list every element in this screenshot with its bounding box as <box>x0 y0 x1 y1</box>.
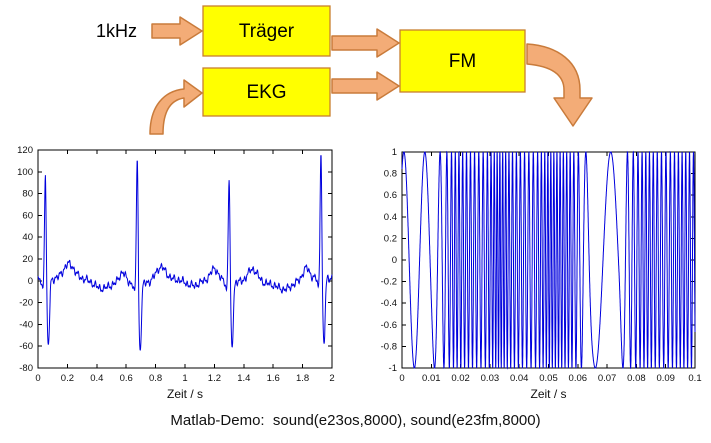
arrow-traeger-to-fm <box>331 28 400 58</box>
box-fm <box>399 29 526 93</box>
x-tick-label: 0.05 <box>539 373 558 384</box>
input-frequency-label: 1kHz <box>96 21 137 41</box>
x-tick-label: 0.03 <box>481 373 500 384</box>
y-tick-label: -80 <box>19 363 33 374</box>
x-tick-label: 0.8 <box>149 373 162 384</box>
arrow-1khz-to-traeger <box>151 16 203 46</box>
caption: Matlab-Demo: sound(e23os,8000), sound(e2… <box>170 412 541 429</box>
y-tick-label: -0.4 <box>381 298 397 309</box>
y-tick-label: -20 <box>19 298 33 309</box>
arrow-ekg-to-fm <box>331 71 400 101</box>
x-tick-label: 0.07 <box>598 373 617 384</box>
x-tick-label: 1.2 <box>208 373 221 384</box>
fm-block-diagram: 1kHz Träger EKG FM <box>96 5 593 135</box>
y-tick-label: -0.2 <box>381 277 397 288</box>
y-tick-label: 0.6 <box>384 190 397 201</box>
x-tick-label: 0.06 <box>569 373 588 384</box>
y-tick-label: -40 <box>19 319 33 330</box>
ekg-plot: 0 0.2 0.4 0.6 0.8 1 1.2 1.4 1.6 1.8 2 -80 -60 -40 -20 0… <box>8 142 338 409</box>
y-tick-label: -1 <box>389 363 397 374</box>
x-tick-label: 1.6 <box>267 373 280 384</box>
box-traeger-label: Träger <box>239 21 295 42</box>
x-tick-label: 0.09 <box>656 373 675 384</box>
box-traeger <box>202 5 331 57</box>
x-tick-label: 0.2 <box>61 373 74 384</box>
x-tick-label: 0 <box>35 373 40 384</box>
x-tick-label: 1 <box>182 373 187 384</box>
y-tick-label: 40 <box>22 232 33 243</box>
fm-plot: 0 0.01 0.02 0.03 0.04 0.05 0.06 0.07 0.08 0.09 0.1… <box>368 142 703 409</box>
y-tick-label: -0.6 <box>381 320 397 331</box>
x-tick-label: 0.04 <box>510 373 529 384</box>
y-tick-label: 100 <box>17 167 33 178</box>
x-tick-label: 0.08 <box>627 373 646 384</box>
ekg-plot-svg: 0 0.2 0.4 0.6 0.8 1 1.2 1.4 1.6 1.8 2 -80 -60 -40 -20 0… <box>17 145 335 401</box>
signal-trace <box>37 155 333 351</box>
plot-frame <box>37 149 333 369</box>
x-tick-label: 0.6 <box>120 373 133 384</box>
box-ekg-label: EKG <box>246 82 286 103</box>
x-tick-label: 2 <box>329 373 334 384</box>
x-axis-label: Zeit / s <box>167 387 203 401</box>
x-tick-label: 0.01 <box>422 373 441 384</box>
x-tick-label: 0.02 <box>451 373 470 384</box>
y-tick-label: 0.4 <box>384 212 397 223</box>
y-tick-label: 20 <box>22 254 33 265</box>
signal-trace <box>401 150 696 370</box>
x-tick-label: 0.4 <box>90 373 103 384</box>
x-tick-label: 0 <box>399 373 404 384</box>
x-tick-label: 0.1 <box>688 373 701 384</box>
y-tick-label: 0 <box>392 255 397 266</box>
x-tick-label: 1.8 <box>296 373 309 384</box>
fm-plot-svg: 0 0.01 0.02 0.03 0.04 0.05 0.06 0.07 0.08 0.09 0.1… <box>381 147 702 401</box>
y-tick-label: 0.2 <box>384 233 397 244</box>
x-tick-label: 1.4 <box>237 373 250 384</box>
arrow-into-ekg <box>149 79 203 135</box>
box-ekg <box>202 67 331 117</box>
y-tick-label: 0 <box>28 276 33 287</box>
y-tick-label: 60 <box>22 210 33 221</box>
y-tick-label: 80 <box>22 189 33 200</box>
y-tick-label: -0.8 <box>381 341 397 352</box>
arrow-fm-output <box>526 43 593 127</box>
box-fm-label: FM <box>449 51 476 72</box>
y-tick-label: 1 <box>392 147 397 158</box>
y-tick-label: -60 <box>19 341 33 352</box>
y-tick-label: 0.8 <box>384 169 397 180</box>
y-tick-label: 120 <box>17 145 33 156</box>
x-axis-label: Zeit / s <box>530 387 566 401</box>
